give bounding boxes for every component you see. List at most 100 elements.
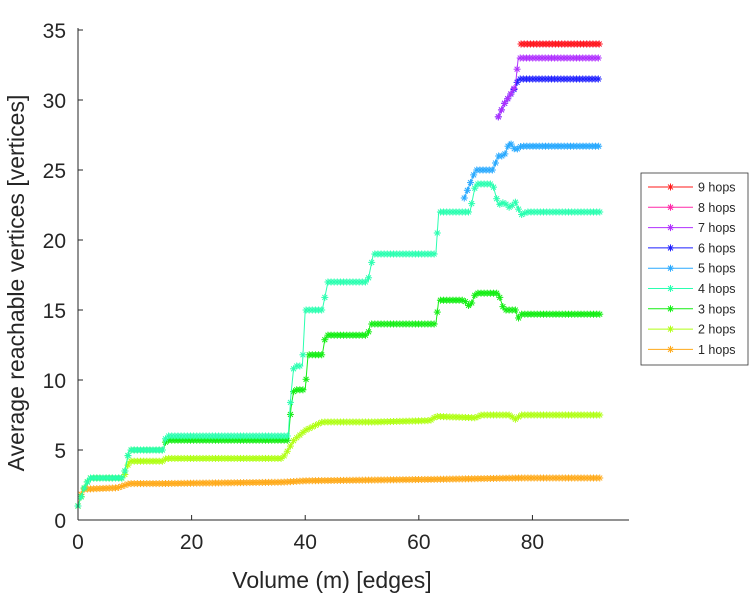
legend-item: 8 hops xyxy=(648,201,736,215)
data-point-marker xyxy=(515,205,523,213)
legend-marker xyxy=(667,305,674,313)
ticks: 0 20 40 60 80 0 5 10 15 20 25 30 35 xyxy=(43,20,544,554)
legend-item: 6 hops xyxy=(648,241,736,255)
series-1-hops xyxy=(74,474,604,510)
data-point-marker xyxy=(305,424,313,432)
x-tick-label: 80 xyxy=(521,531,544,554)
data-point-marker xyxy=(286,398,294,406)
data-point-marker xyxy=(80,484,88,492)
y-tick-label: 0 xyxy=(54,510,66,533)
legend-marker xyxy=(667,285,674,292)
legend-label: 9 hops xyxy=(698,181,736,195)
legend-marker xyxy=(667,325,674,333)
x-tick-label: 40 xyxy=(294,531,317,554)
data-point-marker xyxy=(118,474,126,482)
legend-label: 4 hops xyxy=(698,282,736,296)
legend: 9 hops 8 hops 7 hops 6 hops 5 hops 4 hops 3 ho… xyxy=(640,172,749,366)
data-point-marker xyxy=(158,446,166,454)
series-line xyxy=(497,78,601,118)
y-tick-label: 10 xyxy=(43,370,66,393)
y-tick-label: 30 xyxy=(43,90,66,113)
legend-item: 1 hops xyxy=(648,343,736,357)
y-tick-label: 15 xyxy=(43,300,66,323)
data-point-marker xyxy=(501,150,509,158)
data-point-marker xyxy=(365,328,373,336)
data-point-marker xyxy=(521,209,529,217)
legend-marker xyxy=(667,183,674,191)
legend-item: 7 hops xyxy=(648,221,736,235)
data-point-marker xyxy=(493,289,501,297)
legend-item: 3 hops xyxy=(648,302,736,316)
data-point-marker xyxy=(430,250,438,258)
data-point-marker xyxy=(461,298,469,306)
data-point-marker xyxy=(488,166,496,174)
data-point-marker xyxy=(433,308,441,316)
data-point-marker xyxy=(77,493,85,501)
data-point-marker xyxy=(318,351,326,359)
legend-marker xyxy=(667,345,674,353)
data-point-marker xyxy=(596,411,604,419)
data-point-marker xyxy=(497,106,505,114)
data-point-marker xyxy=(596,310,604,318)
legend-box xyxy=(640,172,749,366)
data-point-marker xyxy=(596,208,604,216)
series-5-hops xyxy=(460,140,603,202)
data-point-marker xyxy=(290,437,298,445)
data-point-marker xyxy=(596,474,604,482)
data-point-marker xyxy=(492,159,500,167)
x-tick-label: 60 xyxy=(407,531,430,554)
data-point-marker xyxy=(507,140,515,148)
legend-item: 5 hops xyxy=(648,262,736,276)
data-point-marker xyxy=(510,84,518,92)
data-point-marker xyxy=(433,229,441,237)
data-point-marker xyxy=(124,452,132,460)
data-point-marker xyxy=(594,54,602,62)
data-point-marker xyxy=(471,184,479,192)
legend-marker xyxy=(667,244,674,252)
data-point-marker xyxy=(490,183,498,191)
data-point-marker xyxy=(507,90,515,98)
data-point-marker xyxy=(595,40,603,48)
data-point-marker xyxy=(594,75,602,83)
legend-marker xyxy=(667,264,674,272)
data-point-marker xyxy=(121,467,129,475)
data-point-marker xyxy=(318,306,326,314)
series-line xyxy=(77,292,601,507)
data-point-marker xyxy=(470,171,478,179)
data-point-marker xyxy=(467,179,475,187)
legend-marker xyxy=(667,224,674,232)
series-7-hops xyxy=(494,54,602,121)
legend-item: 4 hops xyxy=(648,282,736,296)
legend-label: 8 hops xyxy=(698,201,736,215)
legend-item: 9 hops xyxy=(648,181,736,195)
y-tick-label: 35 xyxy=(43,20,66,43)
legend-marker xyxy=(667,203,674,211)
data-point-marker xyxy=(283,432,291,440)
data-point-marker xyxy=(280,452,288,460)
data-point-marker xyxy=(321,336,329,344)
series-2-hops xyxy=(74,411,604,510)
data-point-marker xyxy=(290,365,298,373)
data-point-marker xyxy=(365,274,373,282)
data-point-marker xyxy=(83,478,91,486)
data-point-marker xyxy=(513,65,521,73)
data-point-marker xyxy=(496,293,504,301)
data-point-marker xyxy=(299,351,307,359)
legend-label: 2 hops xyxy=(698,323,736,337)
x-tick-label: 20 xyxy=(180,531,203,554)
x-axis-label: Volume (m) [edges] xyxy=(232,567,431,593)
data-point-marker xyxy=(595,142,603,150)
data-point-marker xyxy=(504,95,512,103)
data-point-marker xyxy=(465,208,473,216)
legend-label: 1 hops xyxy=(698,343,736,357)
data-point-marker xyxy=(511,198,519,206)
data-point-marker xyxy=(299,386,307,394)
data-point-marker xyxy=(511,306,519,314)
legend-item: 2 hops xyxy=(648,323,736,337)
y-tick-label: 5 xyxy=(54,440,66,463)
series-4-hops xyxy=(74,180,604,510)
data-point-marker xyxy=(463,186,471,194)
data-point-marker xyxy=(430,320,438,328)
data-point-marker xyxy=(424,417,432,425)
legend-label: 6 hops xyxy=(698,241,736,255)
